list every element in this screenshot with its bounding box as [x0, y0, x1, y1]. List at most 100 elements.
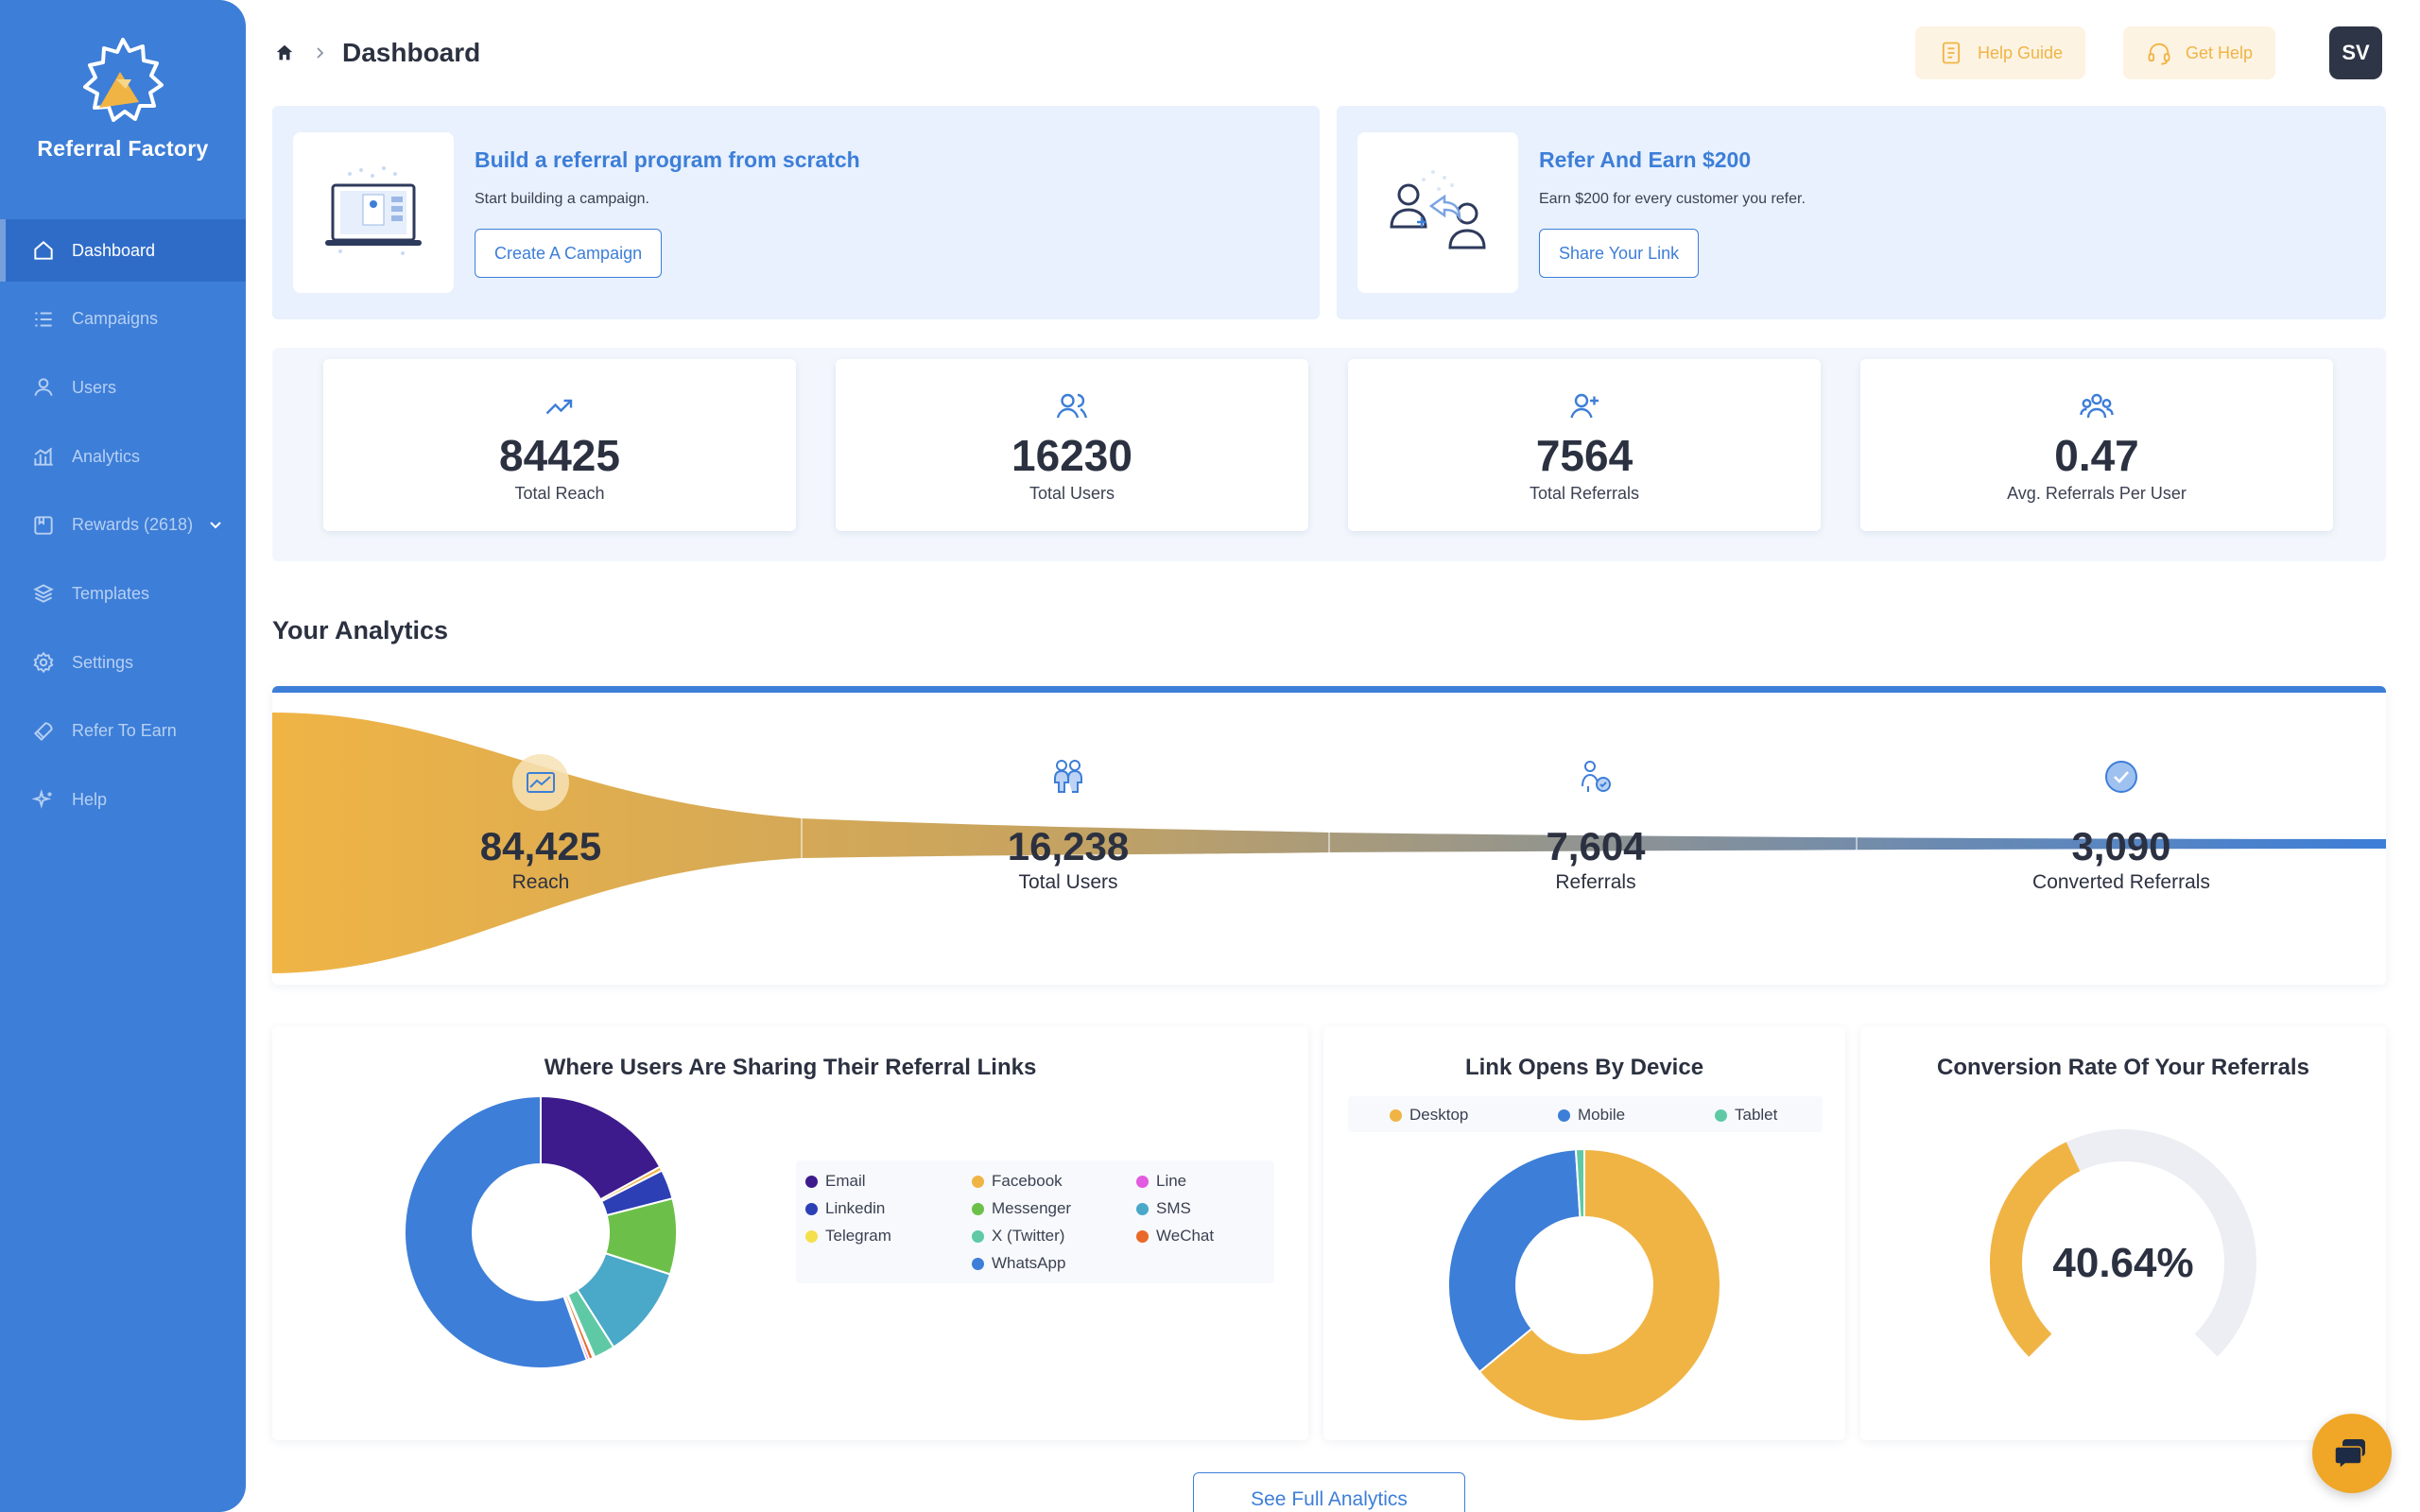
sidebar-item-label: Templates: [72, 583, 150, 603]
legend-dot: [805, 1175, 818, 1188]
promo-card-refer: Refer And Earn $200 Earn $200 for every …: [1337, 106, 2386, 319]
sidebar-item-label: Users: [72, 377, 117, 397]
users-icon: [1054, 760, 1082, 793]
user-icon: [30, 374, 57, 401]
group-icon: [2080, 393, 2114, 419]
sidebar-item-help[interactable]: Help: [0, 769, 246, 832]
home-icon[interactable]: [274, 43, 295, 63]
sidebar-item-label: Analytics: [72, 446, 141, 466]
sidebar-item-campaigns[interactable]: Campaigns: [0, 288, 246, 351]
donut-slice-mobile[interactable]: [1447, 1148, 1582, 1374]
legend-dot: [1136, 1175, 1149, 1188]
sidebar-item-users[interactable]: Users: [0, 356, 246, 419]
donut-slice-whatsapp[interactable]: [404, 1094, 589, 1369]
book-icon: [1942, 42, 1961, 64]
share-link-button[interactable]: Share Your Link: [1539, 229, 1700, 278]
chart-icon: [30, 443, 57, 470]
sidebar: Referral Factory Dashboard Campaigns Use…: [0, 0, 246, 1512]
funnel-value: 84,425: [479, 824, 602, 868]
sharing-panel: Where Users Are Sharing Their Referral L…: [272, 1026, 1308, 1440]
legend-item-telegram[interactable]: Telegram: [805, 1227, 891, 1246]
sidebar-item-templates[interactable]: Templates: [0, 562, 246, 625]
legend-item-desktop[interactable]: Desktop: [1390, 1106, 1468, 1125]
legend-label: Telegram: [825, 1227, 891, 1245]
legend-label: SMS: [1156, 1199, 1191, 1217]
rocket-icon: [30, 718, 57, 745]
legend-dot: [972, 1175, 984, 1188]
funnel-label: Reach: [511, 871, 570, 893]
legend-item-wechat[interactable]: WeChat: [1136, 1227, 1214, 1246]
legend-item-tablet[interactable]: Tablet: [1715, 1106, 1777, 1125]
legend-item-linkedin[interactable]: Linkedin: [805, 1199, 885, 1218]
sharing-donut-chart[interactable]: [399, 1091, 683, 1374]
legend-label: Facebook: [992, 1172, 1063, 1190]
legend-dot: [1715, 1108, 1727, 1122]
donut-slice-tablet[interactable]: [1574, 1147, 1585, 1219]
legend-item-sms[interactable]: SMS: [1136, 1199, 1191, 1218]
app-name: Referral Factory: [37, 136, 209, 161]
sidebar-item-refer-to-earn[interactable]: Refer To Earn: [0, 700, 246, 763]
promo-subtitle: Earn $200 for every customer you refer.: [1539, 191, 1806, 207]
legend-dot: [972, 1229, 984, 1243]
logo-icon: [83, 38, 164, 122]
headset-icon: [2148, 43, 2170, 65]
device-legend: Desktop Mobile Tablet: [1348, 1096, 1823, 1132]
chat-button[interactable]: [2312, 1414, 2392, 1493]
donut-slice-email[interactable]: [540, 1094, 662, 1201]
legend-item-line[interactable]: Line: [1136, 1172, 1186, 1191]
breadcrumb: Dashboard: [274, 34, 480, 72]
sidebar-item-dashboard[interactable]: Dashboard: [0, 219, 246, 282]
stat-total-reach: 84425 Total Reach: [323, 359, 796, 531]
sidebar-item-label: Refer To Earn: [72, 721, 177, 741]
help-guide-button[interactable]: Help Guide: [1915, 26, 2086, 79]
legend-label: X (Twitter): [992, 1227, 1065, 1245]
legend-item-whatsapp[interactable]: WhatsApp: [972, 1254, 1065, 1273]
legend-label: WhatsApp: [992, 1254, 1066, 1272]
stat-value: 7564: [1535, 431, 1634, 480]
see-full-analytics-button[interactable]: See Full Analytics: [1193, 1472, 1465, 1512]
legend-label: Messenger: [992, 1199, 1072, 1217]
chevron-down-icon[interactable]: [206, 515, 225, 534]
sidebar-item-label: Dashboard: [72, 240, 156, 260]
legend-dot: [1136, 1202, 1149, 1215]
gear-icon: [30, 649, 57, 676]
conversion-title: Conversion Rate Of Your Referrals: [1937, 1055, 2309, 1080]
conversion-value: 40.64%: [2052, 1240, 2193, 1286]
legend-dot: [1136, 1229, 1149, 1243]
legend-item-facebook[interactable]: Facebook: [972, 1172, 1063, 1191]
sidebar-item-rewards[interactable]: Rewards (2618): [0, 494, 246, 557]
promo-subtitle: Start building a campaign.: [475, 191, 649, 207]
donut-slice-desktop[interactable]: [1478, 1147, 1721, 1422]
laptop-illustration: [293, 132, 454, 293]
device-donut-chart[interactable]: [1443, 1143, 1726, 1427]
legend-item-email[interactable]: Email: [805, 1172, 866, 1191]
funnel-value: 3,090: [2071, 824, 2171, 868]
get-help-button[interactable]: Get Help: [2123, 26, 2276, 79]
legend-label: Email: [825, 1172, 866, 1190]
chat-icon: [2334, 1439, 2365, 1470]
analytics-title: Your Analytics: [272, 616, 449, 644]
stat-label: Total Reach: [514, 484, 605, 503]
create-campaign-button[interactable]: Create A Campaign: [475, 229, 663, 278]
chevron-right-icon: [317, 47, 324, 59]
sidebar-item-settings[interactable]: Settings: [0, 631, 246, 694]
legend-item-twitter[interactable]: X (Twitter): [972, 1227, 1064, 1246]
stat-avg-referrals: 0.47 Avg. Referrals Per User: [1860, 359, 2333, 531]
stat-label: Total Users: [1028, 484, 1115, 503]
list-icon: [30, 306, 57, 333]
legend-dot: [805, 1202, 818, 1215]
reward-icon: [30, 512, 57, 539]
users-icon: [1056, 393, 1088, 419]
avatar[interactable]: SV: [2329, 26, 2382, 79]
legend-item-messenger[interactable]: Messenger: [972, 1199, 1071, 1218]
sidebar-item-label: Help: [72, 790, 108, 809]
sidebar-item-label: Campaigns: [72, 309, 159, 329]
sidebar-item-analytics[interactable]: Analytics: [0, 425, 246, 488]
layers-icon: [30, 580, 57, 607]
sparkle-icon: [30, 787, 57, 814]
sidebar-nav: Dashboard Campaigns Users Analytics Rewa…: [0, 219, 246, 837]
legend-item-mobile[interactable]: Mobile: [1558, 1106, 1625, 1125]
gauge-fill: [1990, 1142, 2081, 1357]
stat-total-users: 16230 Total Users: [836, 359, 1308, 531]
app-logo[interactable]: Referral Factory: [0, 34, 246, 162]
